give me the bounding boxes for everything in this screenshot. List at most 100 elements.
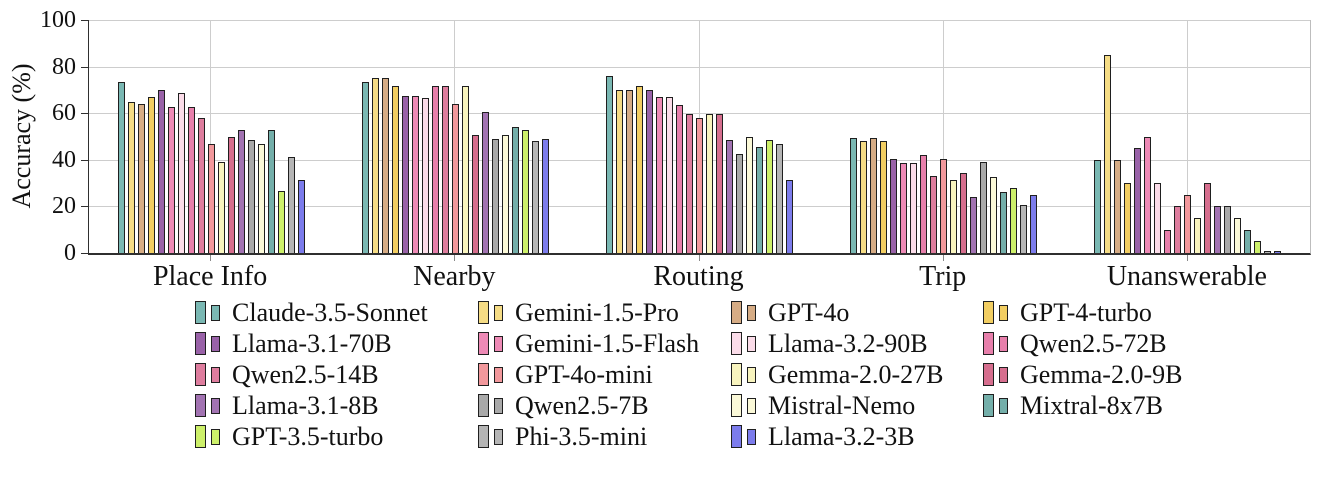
chart-bar	[257, 143, 265, 253]
chart-bar	[197, 117, 205, 253]
legend-marker-bar-large	[478, 425, 489, 448]
legend-bar-marker-icon	[195, 301, 220, 324]
legend-marker-bar-small	[494, 366, 503, 383]
chart-bar	[706, 114, 713, 253]
chart-bar	[746, 136, 753, 253]
legend-item-gpt-4-turbo: GPT-4-turbo	[983, 298, 1217, 328]
legend-item-gemini-1-5-flash: Gemini-1.5-Flash	[478, 329, 731, 359]
chart-bar	[1214, 206, 1222, 253]
chart-bar	[1154, 183, 1162, 253]
x-tick-mark	[698, 255, 700, 261]
bar-group-routing	[606, 20, 793, 253]
chart-bar	[117, 81, 125, 253]
legend-marker-bar-large	[731, 425, 742, 448]
chart-bar	[920, 155, 928, 253]
legend-bar-marker-icon	[983, 363, 1008, 386]
chart-bar	[1234, 218, 1242, 253]
chart-bar	[531, 141, 539, 253]
legend-marker-bar-large	[478, 301, 489, 324]
legend-marker-bar-small	[211, 397, 220, 414]
chart-bar	[127, 101, 135, 253]
legend-marker-bar-large	[983, 394, 994, 417]
y-tick-mark	[81, 20, 88, 21]
legend-marker-bar-small	[999, 397, 1008, 414]
x-category-label: Unanswerable	[1106, 261, 1267, 292]
legend-item-gemma-2-0-9b: Gemma-2.0-9B	[983, 360, 1217, 390]
legend-marker-bar-large	[195, 363, 206, 386]
legend-item-phi-3-5-mini: Phi-3.5-mini	[478, 422, 731, 452]
x-tick-mark	[210, 255, 212, 261]
bar-group-unanswerable	[1094, 20, 1282, 253]
chart-bar	[217, 162, 225, 253]
chart-bar	[940, 158, 948, 253]
chart-bar	[237, 129, 245, 253]
legend-marker-bar-large	[731, 332, 742, 355]
chart-bar	[491, 138, 499, 253]
chart-bar	[147, 96, 155, 253]
legend-marker-bar-small	[211, 335, 220, 352]
legend-label: Llama-3.2-3B	[768, 421, 915, 451]
legend-label: GPT-3.5-turbo	[232, 421, 384, 451]
chart-bar	[461, 86, 469, 253]
chart-bar	[636, 86, 643, 253]
legend-bar-marker-icon	[731, 363, 756, 386]
legend-marker-bar-small	[494, 397, 503, 414]
bar-group-nearby	[361, 20, 549, 253]
legend-marker-bar-small	[999, 304, 1008, 321]
chart-bar	[371, 78, 379, 253]
chart-bar	[656, 96, 663, 253]
y-tick-mark	[81, 66, 88, 68]
chart-bar	[1204, 183, 1212, 253]
chart-bar	[616, 89, 623, 253]
chart-bar	[736, 153, 743, 253]
legend-bar-marker-icon	[731, 332, 756, 355]
legend-marker-bar-large	[195, 332, 206, 355]
x-tick-mark	[1186, 255, 1188, 261]
legend-label: Llama-3.1-70B	[232, 328, 392, 358]
legend-bar-marker-icon	[983, 394, 1008, 417]
chart-bar	[277, 191, 285, 253]
y-tick-label: 80	[52, 53, 76, 80]
x-category-label: Routing	[653, 261, 744, 292]
chart-bar	[686, 114, 693, 253]
y-tick-mark	[81, 113, 88, 115]
gridline-x-trip	[942, 20, 944, 253]
chart-bar	[880, 141, 888, 253]
y-tick-mark	[81, 253, 88, 254]
legend-item-gemini-1-5-pro: Gemini-1.5-Pro	[478, 298, 731, 328]
legend-bar-marker-icon	[731, 425, 756, 448]
chart-bar	[716, 114, 723, 253]
x-tick-mark	[454, 255, 456, 261]
chart-bar	[391, 86, 399, 253]
x-category-label: Place Info	[152, 261, 268, 292]
chart-bar	[401, 95, 409, 253]
gridline-y-100	[89, 20, 1310, 21]
legend-item-gemma-2-0-27b: Gemma-2.0-27B	[731, 360, 983, 390]
chart-bar	[227, 136, 235, 253]
chart-bar	[1104, 54, 1112, 253]
chart-bar	[1124, 183, 1132, 253]
chart-bar	[431, 86, 439, 253]
gridline-x-unanswerable	[1186, 20, 1188, 253]
legend-label: Llama-3.1-8B	[232, 390, 379, 420]
legend-bar-marker-icon	[478, 301, 503, 324]
legend-label: Gemini-1.5-Flash	[515, 328, 700, 358]
legend-marker-bar-large	[983, 332, 994, 355]
chart-bar	[666, 96, 673, 253]
chart-bar	[1194, 218, 1202, 253]
chart-bar	[726, 140, 733, 253]
x-tick-mark	[942, 255, 944, 261]
legend-marker-bar-small	[747, 397, 756, 414]
legend-item-mistral-nemo: Mistral-Nemo	[731, 391, 983, 421]
legend-bar-marker-icon	[731, 394, 756, 417]
y-tick-label: 40	[52, 146, 76, 173]
chart-bar	[606, 75, 613, 253]
chart-bar	[1274, 251, 1282, 253]
gridline-x-place-info	[210, 20, 212, 253]
legend-bar-marker-icon	[478, 425, 503, 448]
legend-marker-bar-small	[494, 428, 503, 445]
chart-bar	[361, 81, 369, 253]
legend-label: GPT-4o-mini	[515, 359, 653, 389]
legend-label: Llama-3.2-90B	[768, 328, 928, 358]
chart-bar	[167, 107, 175, 253]
